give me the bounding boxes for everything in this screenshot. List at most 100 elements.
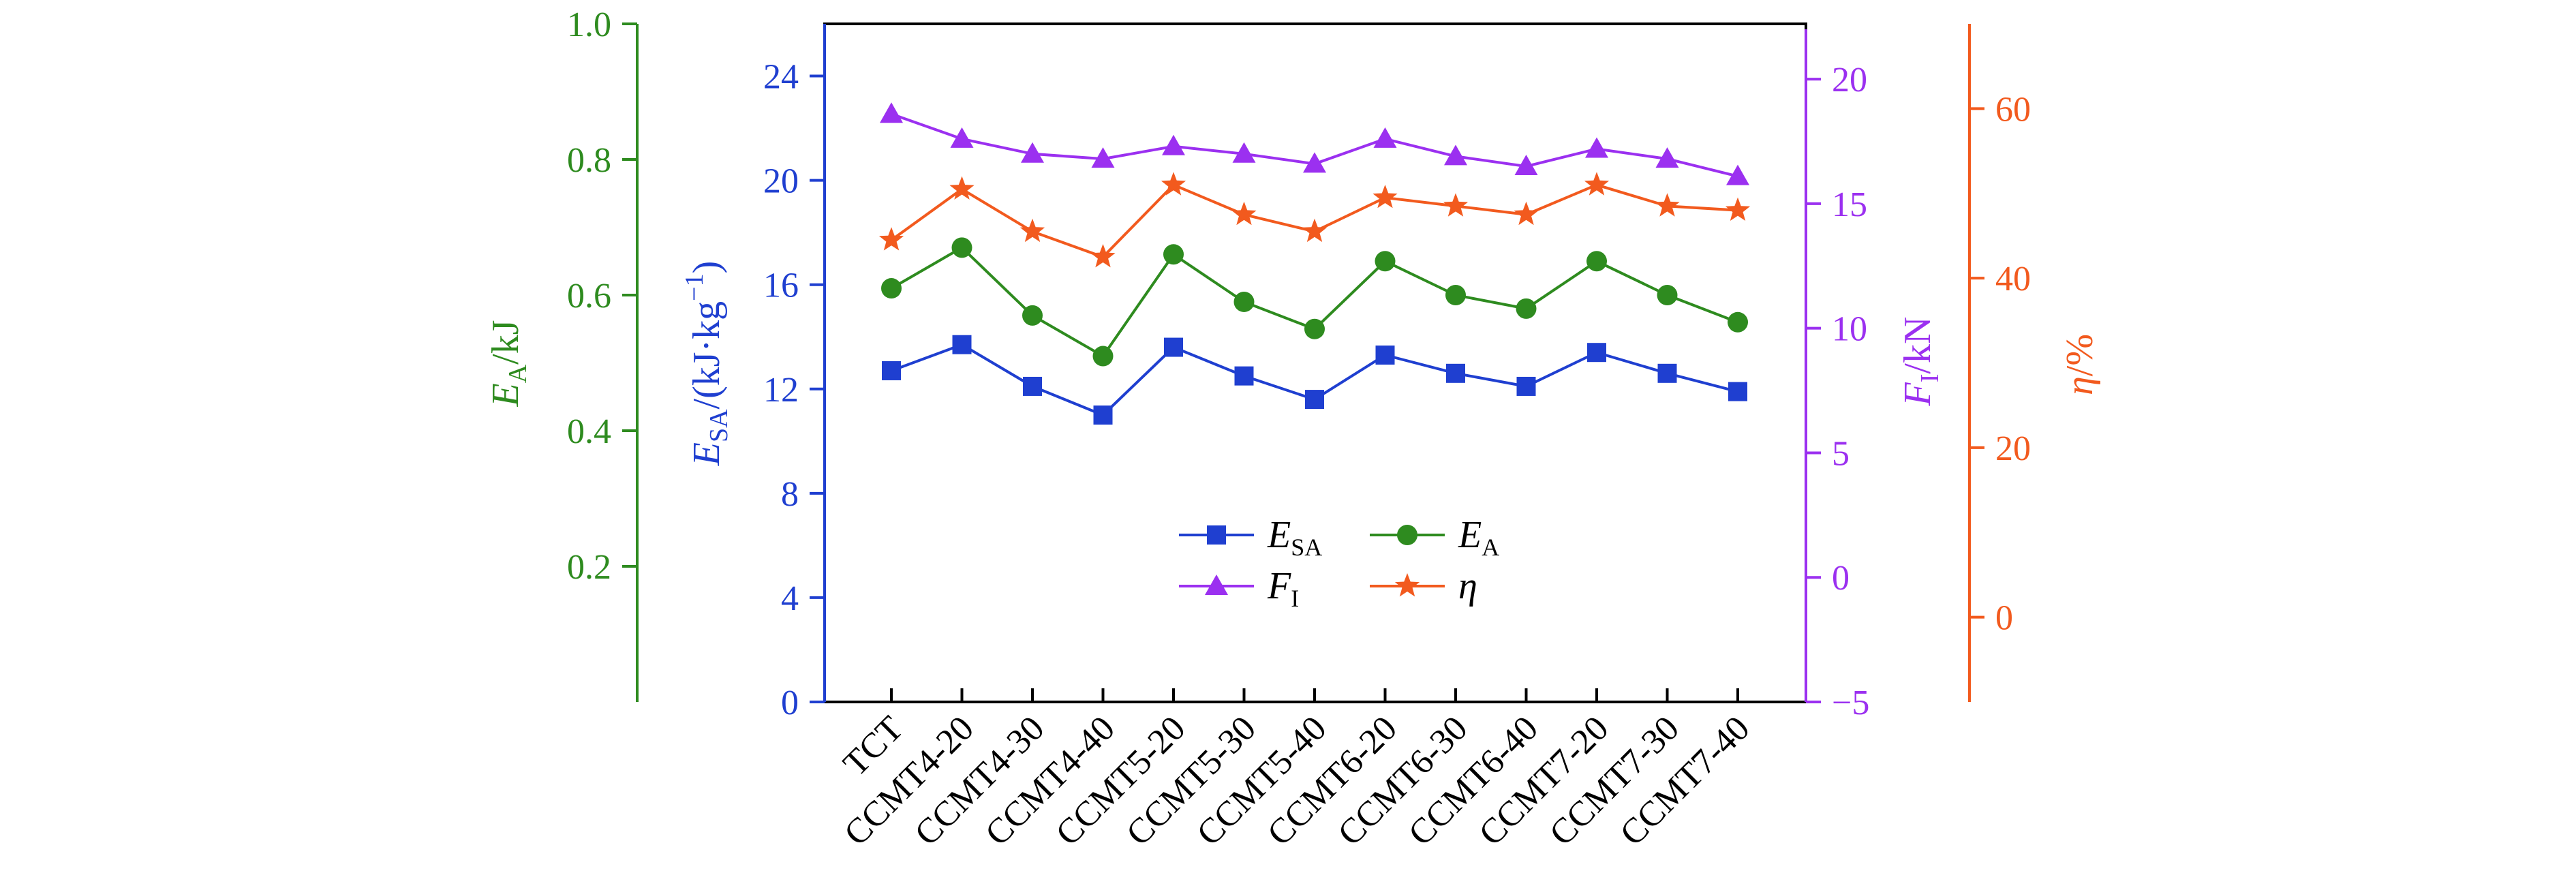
- data-point-eta: [1373, 185, 1398, 209]
- data-point-eta: [1514, 201, 1539, 226]
- legend-label: ESA: [1267, 514, 1322, 561]
- eta-axis-title: η/%: [2059, 334, 2101, 395]
- data-point-fi: [1585, 137, 1608, 158]
- data-point-esa: [882, 361, 901, 380]
- legend-item-fi: FI: [1179, 565, 1299, 612]
- data-point-eta: [1302, 218, 1328, 243]
- legend-marker-ea: [1397, 525, 1417, 545]
- data-point-esa: [1728, 382, 1747, 401]
- data-point-eta: [1443, 193, 1469, 217]
- data-point-esa: [952, 335, 972, 354]
- data-point-esa: [1164, 337, 1183, 357]
- data-point-ea: [1657, 285, 1678, 305]
- ea-tick-label: 0.2: [567, 548, 611, 587]
- data-point-ea: [1163, 244, 1184, 265]
- data-point-fi: [1162, 134, 1185, 155]
- esa-tick-label: 16: [763, 266, 799, 305]
- legend-marker-esa: [1207, 525, 1226, 545]
- fi-axis: −5 0 5 10 15 20: [1805, 29, 1869, 722]
- legend-label: FI: [1267, 565, 1299, 612]
- legend-label: EA: [1458, 514, 1499, 561]
- data-point-eta: [1161, 172, 1186, 196]
- fi-tick-label: −5: [1832, 684, 1869, 722]
- eta-tick-label: 40: [1995, 260, 2031, 298]
- data-point-fi: [1514, 155, 1538, 176]
- ea-axis: 0.2 0.4 0.6 0.8 1.0: [567, 5, 639, 702]
- ea-tick-label: 0.8: [567, 141, 611, 180]
- esa-tick-label: 0: [781, 684, 799, 722]
- data-point-ea: [1092, 346, 1114, 367]
- x-axis-tick-labels: TCTCCMT4-20CCMT4-30CCMT4-40CCMT5-20CCMT5…: [836, 688, 1757, 853]
- fi-tick-label: 0: [1832, 559, 1850, 598]
- plot-frame: [823, 22, 1807, 703]
- fi-tick-label: 20: [1832, 61, 1867, 99]
- ea-tick-label: 0.6: [567, 277, 611, 316]
- esa-tick-label: 8: [781, 475, 799, 514]
- data-point-ea: [1728, 311, 1748, 333]
- data-point-eta: [878, 227, 904, 251]
- data-point-fi: [1021, 142, 1044, 163]
- fi-tick-label: 15: [1832, 185, 1867, 224]
- data-point-fi: [1303, 152, 1326, 173]
- legend-label: η: [1458, 565, 1477, 607]
- series-fi: [880, 102, 1749, 185]
- esa-tick-label: 4: [781, 579, 799, 618]
- legend-item-eta: η: [1370, 565, 1477, 607]
- data-point-eta: [1090, 244, 1116, 268]
- data-point-ea: [951, 237, 972, 258]
- series-line-ea: [890, 245, 1738, 358]
- esa-axis-title: ESA/(kJ·kg−1): [680, 261, 733, 467]
- data-point-fi: [950, 127, 974, 148]
- ea-tick-label: 1.0: [567, 5, 611, 44]
- eta-tick-label: 0: [1995, 599, 2013, 638]
- data-point-esa: [1234, 366, 1254, 386]
- legend-item-ea: EA: [1370, 514, 1499, 561]
- data-point-esa: [1023, 376, 1042, 396]
- series-layer: [878, 102, 1751, 425]
- svg-text:ESA/(kJ·kg−1): ESA/(kJ·kg−1): [680, 261, 733, 467]
- data-point-ea: [881, 278, 902, 299]
- legend-marker-eta: [1394, 573, 1420, 597]
- axes-layer: 0.2 0.4 0.6 0.8 1.0 0 4 8 12 16 20 24 −5 0 5 10 15 20 0 20 4…: [567, 5, 2031, 722]
- eta-axis: 0 20 40 60: [1968, 24, 2031, 702]
- fi-tick-label: 10: [1832, 310, 1867, 349]
- legend-marker-fi: [1205, 575, 1228, 595]
- data-point-esa: [1375, 346, 1395, 365]
- eta-tick-label: 60: [1995, 90, 2031, 129]
- legend-item-esa: ESA: [1179, 514, 1322, 561]
- data-point-fi: [1091, 147, 1115, 168]
- svg-text:FI/kN: FI/kN: [1897, 317, 1944, 407]
- data-point-eta: [949, 176, 975, 200]
- data-point-ea: [1304, 318, 1325, 339]
- data-point-esa: [1305, 390, 1324, 410]
- esa-tick-label: 20: [763, 162, 799, 201]
- series-esa: [882, 335, 1747, 425]
- data-point-eta: [1231, 201, 1257, 226]
- eta-tick-label: 20: [1995, 429, 2031, 468]
- data-point-fi: [1373, 127, 1397, 148]
- data-point-esa: [1446, 363, 1465, 383]
- data-point-fi: [1655, 147, 1679, 168]
- ea-tick-label: 0.4: [567, 412, 611, 451]
- data-point-ea: [1375, 251, 1396, 272]
- svg-text:EA/kJ: EA/kJ: [485, 320, 532, 407]
- data-point-fi: [1444, 144, 1467, 166]
- data-point-ea: [1445, 285, 1466, 305]
- fi-axis-title: FI/kN: [1897, 317, 1944, 407]
- data-point-fi: [880, 102, 903, 123]
- data-point-ea: [1516, 298, 1537, 319]
- data-point-fi: [1232, 142, 1256, 163]
- data-point-eta: [1019, 218, 1045, 243]
- esa-axis: 0 4 8 12 16 20 24: [763, 24, 826, 722]
- data-point-ea: [1022, 305, 1043, 326]
- data-point-esa: [1093, 405, 1113, 425]
- series-eta: [878, 172, 1751, 268]
- esa-tick-label: 24: [763, 58, 799, 97]
- data-point-ea: [1586, 251, 1607, 272]
- ea-axis-title: EA/kJ: [485, 320, 532, 407]
- data-point-eta: [1725, 197, 1751, 221]
- legend: ESA EA FI η: [1179, 514, 1499, 612]
- svg-text:η/%: η/%: [2059, 334, 2101, 395]
- data-point-fi: [1726, 164, 1749, 185]
